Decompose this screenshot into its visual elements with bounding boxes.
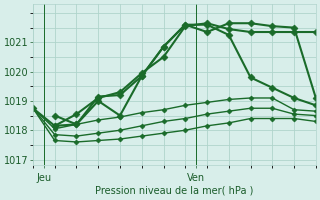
X-axis label: Pression niveau de la mer( hPa ): Pression niveau de la mer( hPa ): [95, 186, 253, 196]
